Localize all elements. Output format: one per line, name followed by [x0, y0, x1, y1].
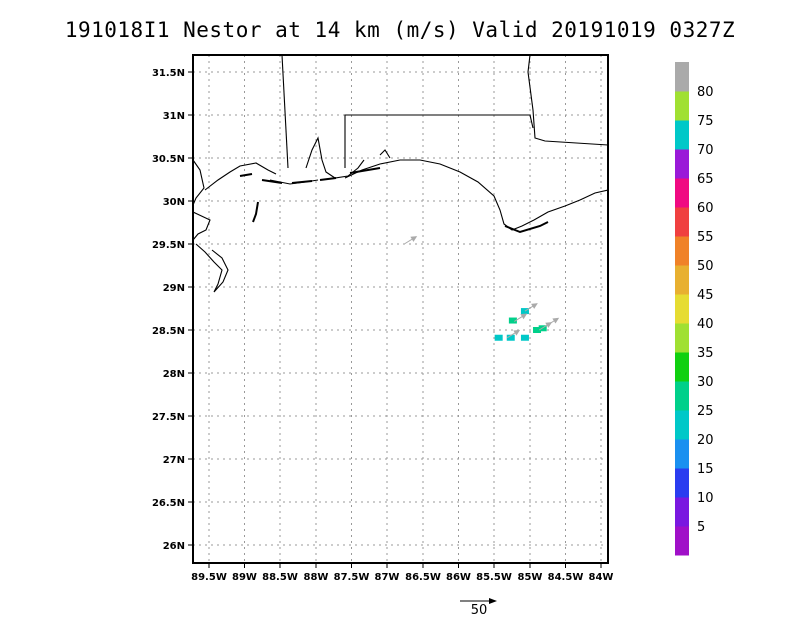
colorbar-segment [675, 207, 689, 237]
lon-label: 86W [446, 572, 471, 583]
lon-label: 85.5W [476, 572, 512, 583]
colorbar-segment [675, 468, 689, 498]
lat-label: 30N [163, 197, 185, 208]
shaded-wind-cell [520, 334, 529, 341]
colorbar-segment [675, 62, 689, 92]
colorbar-label: 35 [697, 346, 714, 361]
colorbar-label: 20 [697, 433, 714, 448]
lat-label: 26.5N [152, 498, 185, 509]
colorbar-label: 55 [697, 230, 714, 245]
lat-label: 31.5N [152, 68, 185, 79]
tick-marks [188, 71, 602, 568]
coast-bay-inlet [379, 149, 391, 159]
plot-frame [192, 54, 609, 564]
colorbar-label: 65 [697, 172, 714, 187]
latitude-labels: 31.5N 31N 30.5N 30N 29.5N 29N 28.5N 28N … [152, 68, 185, 552]
reference-vector-label: 50 [471, 603, 488, 618]
grid-lines [193, 55, 608, 563]
state-border-ga [527, 55, 608, 146]
shaded-wind-cell [494, 334, 503, 341]
colorbar-segment [675, 265, 689, 295]
colorbar-label: 70 [697, 143, 714, 158]
longitude-labels: 89.5W 89W 88.5W 88W 87.5W 87W 86.5W 86W … [191, 572, 613, 583]
colorbar-segment [675, 323, 689, 353]
colorbar-segment [675, 120, 689, 150]
lat-label: 27.5N [152, 412, 185, 423]
barrier-islands [239, 167, 549, 234]
colorbar-label: 75 [697, 114, 714, 129]
colorbar-segment [675, 149, 689, 179]
coast-florida-panhandle [344, 159, 608, 231]
colorbar-label: 50 [697, 259, 714, 274]
colorbar-segment [675, 410, 689, 440]
colorbar-label: 25 [697, 404, 714, 419]
shaded-wind-cell [506, 334, 515, 341]
lat-label: 28.5N [152, 326, 185, 337]
wind-vector-arrow [514, 313, 528, 322]
wind-vector-arrow [403, 236, 418, 245]
wind-vector-arrow [524, 303, 538, 312]
coastline-and-borders [193, 55, 608, 293]
colorbar-segment [675, 381, 689, 411]
lat-label: 27N [163, 455, 185, 466]
colorbar-segment [675, 497, 689, 527]
coast-chandeleur [195, 243, 229, 293]
colorbar-segment [675, 439, 689, 469]
shaded-wind-cell [508, 317, 517, 324]
lon-label: 87.5W [334, 572, 370, 583]
lon-label: 88W [304, 572, 329, 583]
colorbar-segment [675, 91, 689, 121]
shaded-wind-cells [494, 308, 547, 341]
reference-arrow-head [489, 598, 497, 604]
map-title: 191018I1 Nestor at 14 km (m/s) Valid 201… [64, 18, 736, 42]
colorbar-segment [675, 178, 689, 208]
lat-label: 26N [163, 541, 185, 552]
colorbar-segment [675, 236, 689, 266]
lon-label: 84.5W [548, 572, 584, 583]
shaded-wind-cell [533, 327, 542, 333]
colorbar: 5 10 15 20 25 30 35 40 45 50 55 60 65 70 75 80 [675, 62, 714, 556]
coast-louisiana-delta [193, 211, 211, 241]
coast-mobile-bay [305, 136, 365, 179]
colorbar-label: 80 [697, 85, 714, 100]
colorbar-label: 45 [697, 288, 714, 303]
lon-label: 88.5W [262, 572, 298, 583]
colorbar-label: 40 [697, 317, 714, 332]
lat-label: 29.5N [152, 240, 185, 251]
state-border-ms-al [281, 55, 289, 169]
lat-label: 28N [163, 369, 185, 380]
wind-vector-arrow [545, 317, 560, 327]
colorbar-label: 15 [697, 462, 714, 477]
wind-vector-arrow [506, 329, 521, 339]
coast-louisiana-east [193, 159, 205, 206]
wind-reference-vector: 50 [460, 598, 497, 618]
lon-label: 87W [375, 572, 400, 583]
wind-vectors [403, 236, 560, 339]
colorbar-label: 60 [697, 201, 714, 216]
coast-ms-sound [204, 162, 277, 191]
colorbar-segment [675, 294, 689, 324]
lon-label: 89W [232, 572, 257, 583]
lat-label: 30.5N [152, 154, 185, 165]
colorbar-label: 10 [697, 491, 714, 506]
lon-label: 89.5W [191, 572, 227, 583]
lon-label: 85W [518, 572, 543, 583]
lon-label: 86.5W [405, 572, 441, 583]
lon-label: 84W [589, 572, 614, 583]
colorbar-label: 5 [697, 520, 705, 535]
state-border-al-fl [344, 114, 534, 168]
colorbar-segment [675, 526, 689, 556]
colorbar-segment [675, 352, 689, 382]
lat-label: 31N [163, 111, 185, 122]
colorbar-label: 30 [697, 375, 714, 390]
lat-label: 29N [163, 283, 185, 294]
